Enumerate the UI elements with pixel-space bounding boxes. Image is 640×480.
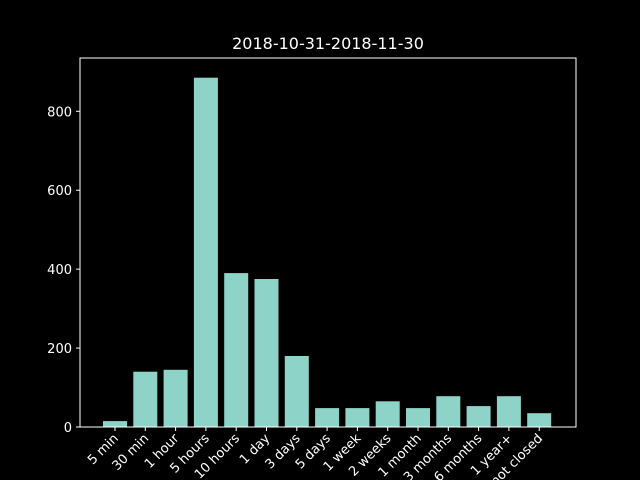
y-tick-label: 200 [47,342,72,357]
bar [345,408,370,427]
y-tick-label: 600 [47,184,72,199]
y-tick-label: 400 [47,263,72,278]
bar [163,369,188,427]
bar [284,356,309,427]
plot-frame [79,57,577,428]
bar [254,279,279,427]
bar [103,421,127,427]
y-tick-label: 0 [64,421,72,436]
bars-layer [103,77,552,427]
bar [133,371,158,427]
bar [315,408,340,427]
bar [224,273,249,427]
y-tick-label: 800 [47,105,72,120]
bar [436,396,461,427]
bar [496,396,521,427]
bar [193,77,218,427]
chart-title: 2018-10-31-2018-11-30 [232,34,424,53]
bar [375,401,400,427]
bar [466,406,491,427]
bar [527,413,552,427]
bar [406,408,430,427]
y-axis: 0 200 400 600 800 [47,105,80,436]
